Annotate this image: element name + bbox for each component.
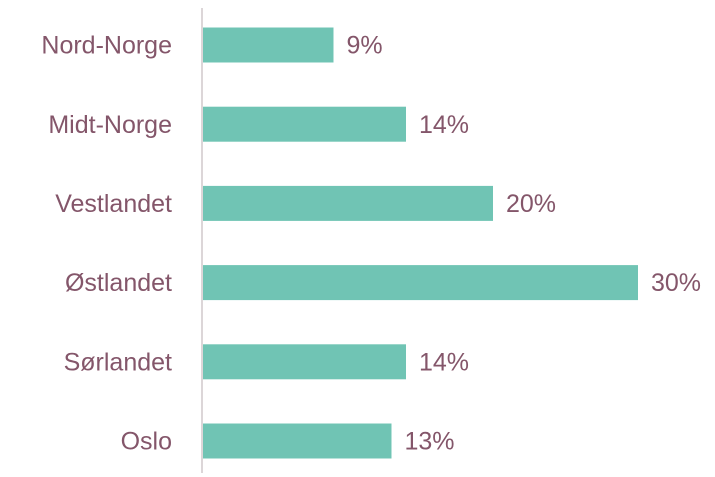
y-tick-label: Sørlandet <box>64 348 172 376</box>
value-label: 14% <box>419 111 469 139</box>
bar <box>203 185 493 221</box>
y-tick-label: Nord-Norge <box>41 32 172 60</box>
y-tick-label: Oslo <box>121 428 172 456</box>
bar <box>203 344 406 380</box>
bar <box>203 265 638 301</box>
value-label: 9% <box>347 32 383 60</box>
value-label: 13% <box>405 428 455 456</box>
y-tick-label: Vestlandet <box>55 190 172 218</box>
y-tick-label: Østlandet <box>65 269 172 297</box>
value-label: 20% <box>506 190 556 218</box>
y-tick-label: Midt-Norge <box>48 111 172 139</box>
bar <box>203 106 406 142</box>
value-label: 30% <box>651 269 701 297</box>
bar <box>203 27 334 63</box>
value-label: 14% <box>419 348 469 376</box>
bar <box>203 423 392 459</box>
